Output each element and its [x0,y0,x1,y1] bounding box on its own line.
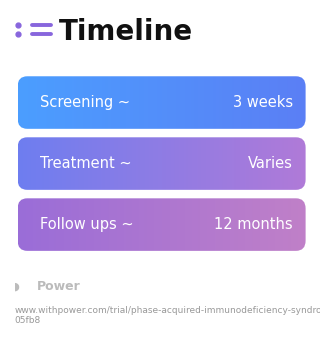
FancyBboxPatch shape [18,137,306,190]
Text: Varies: Varies [248,156,293,171]
Text: www.withpower.com/trial/phase-acquired-immunodeficiency-syndrome-11-2021-: www.withpower.com/trial/phase-acquired-i… [14,306,320,315]
Text: Follow ups ~: Follow ups ~ [40,217,134,232]
FancyBboxPatch shape [18,198,306,251]
Text: 3 weeks: 3 weeks [233,95,293,110]
Text: Treatment ~: Treatment ~ [40,156,132,171]
Text: ◗: ◗ [14,281,20,292]
FancyBboxPatch shape [18,76,306,129]
Text: Timeline: Timeline [59,18,193,46]
Text: 12 months: 12 months [214,217,293,232]
Text: Power: Power [37,280,81,293]
Text: Screening ~: Screening ~ [40,95,130,110]
Text: 05fb8: 05fb8 [14,316,41,325]
